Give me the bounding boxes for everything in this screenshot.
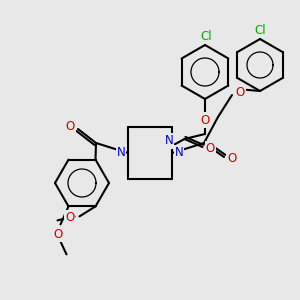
Text: O: O: [200, 113, 210, 127]
Text: O: O: [236, 86, 244, 100]
Text: O: O: [65, 119, 75, 133]
Text: O: O: [53, 228, 62, 241]
Text: O: O: [206, 142, 215, 155]
Text: O: O: [65, 211, 74, 224]
Text: Cl: Cl: [254, 23, 266, 37]
Text: Cl: Cl: [200, 29, 212, 43]
Text: N: N: [117, 146, 125, 160]
Text: O: O: [227, 152, 237, 166]
Text: N: N: [175, 146, 183, 160]
Text: N: N: [165, 134, 173, 148]
